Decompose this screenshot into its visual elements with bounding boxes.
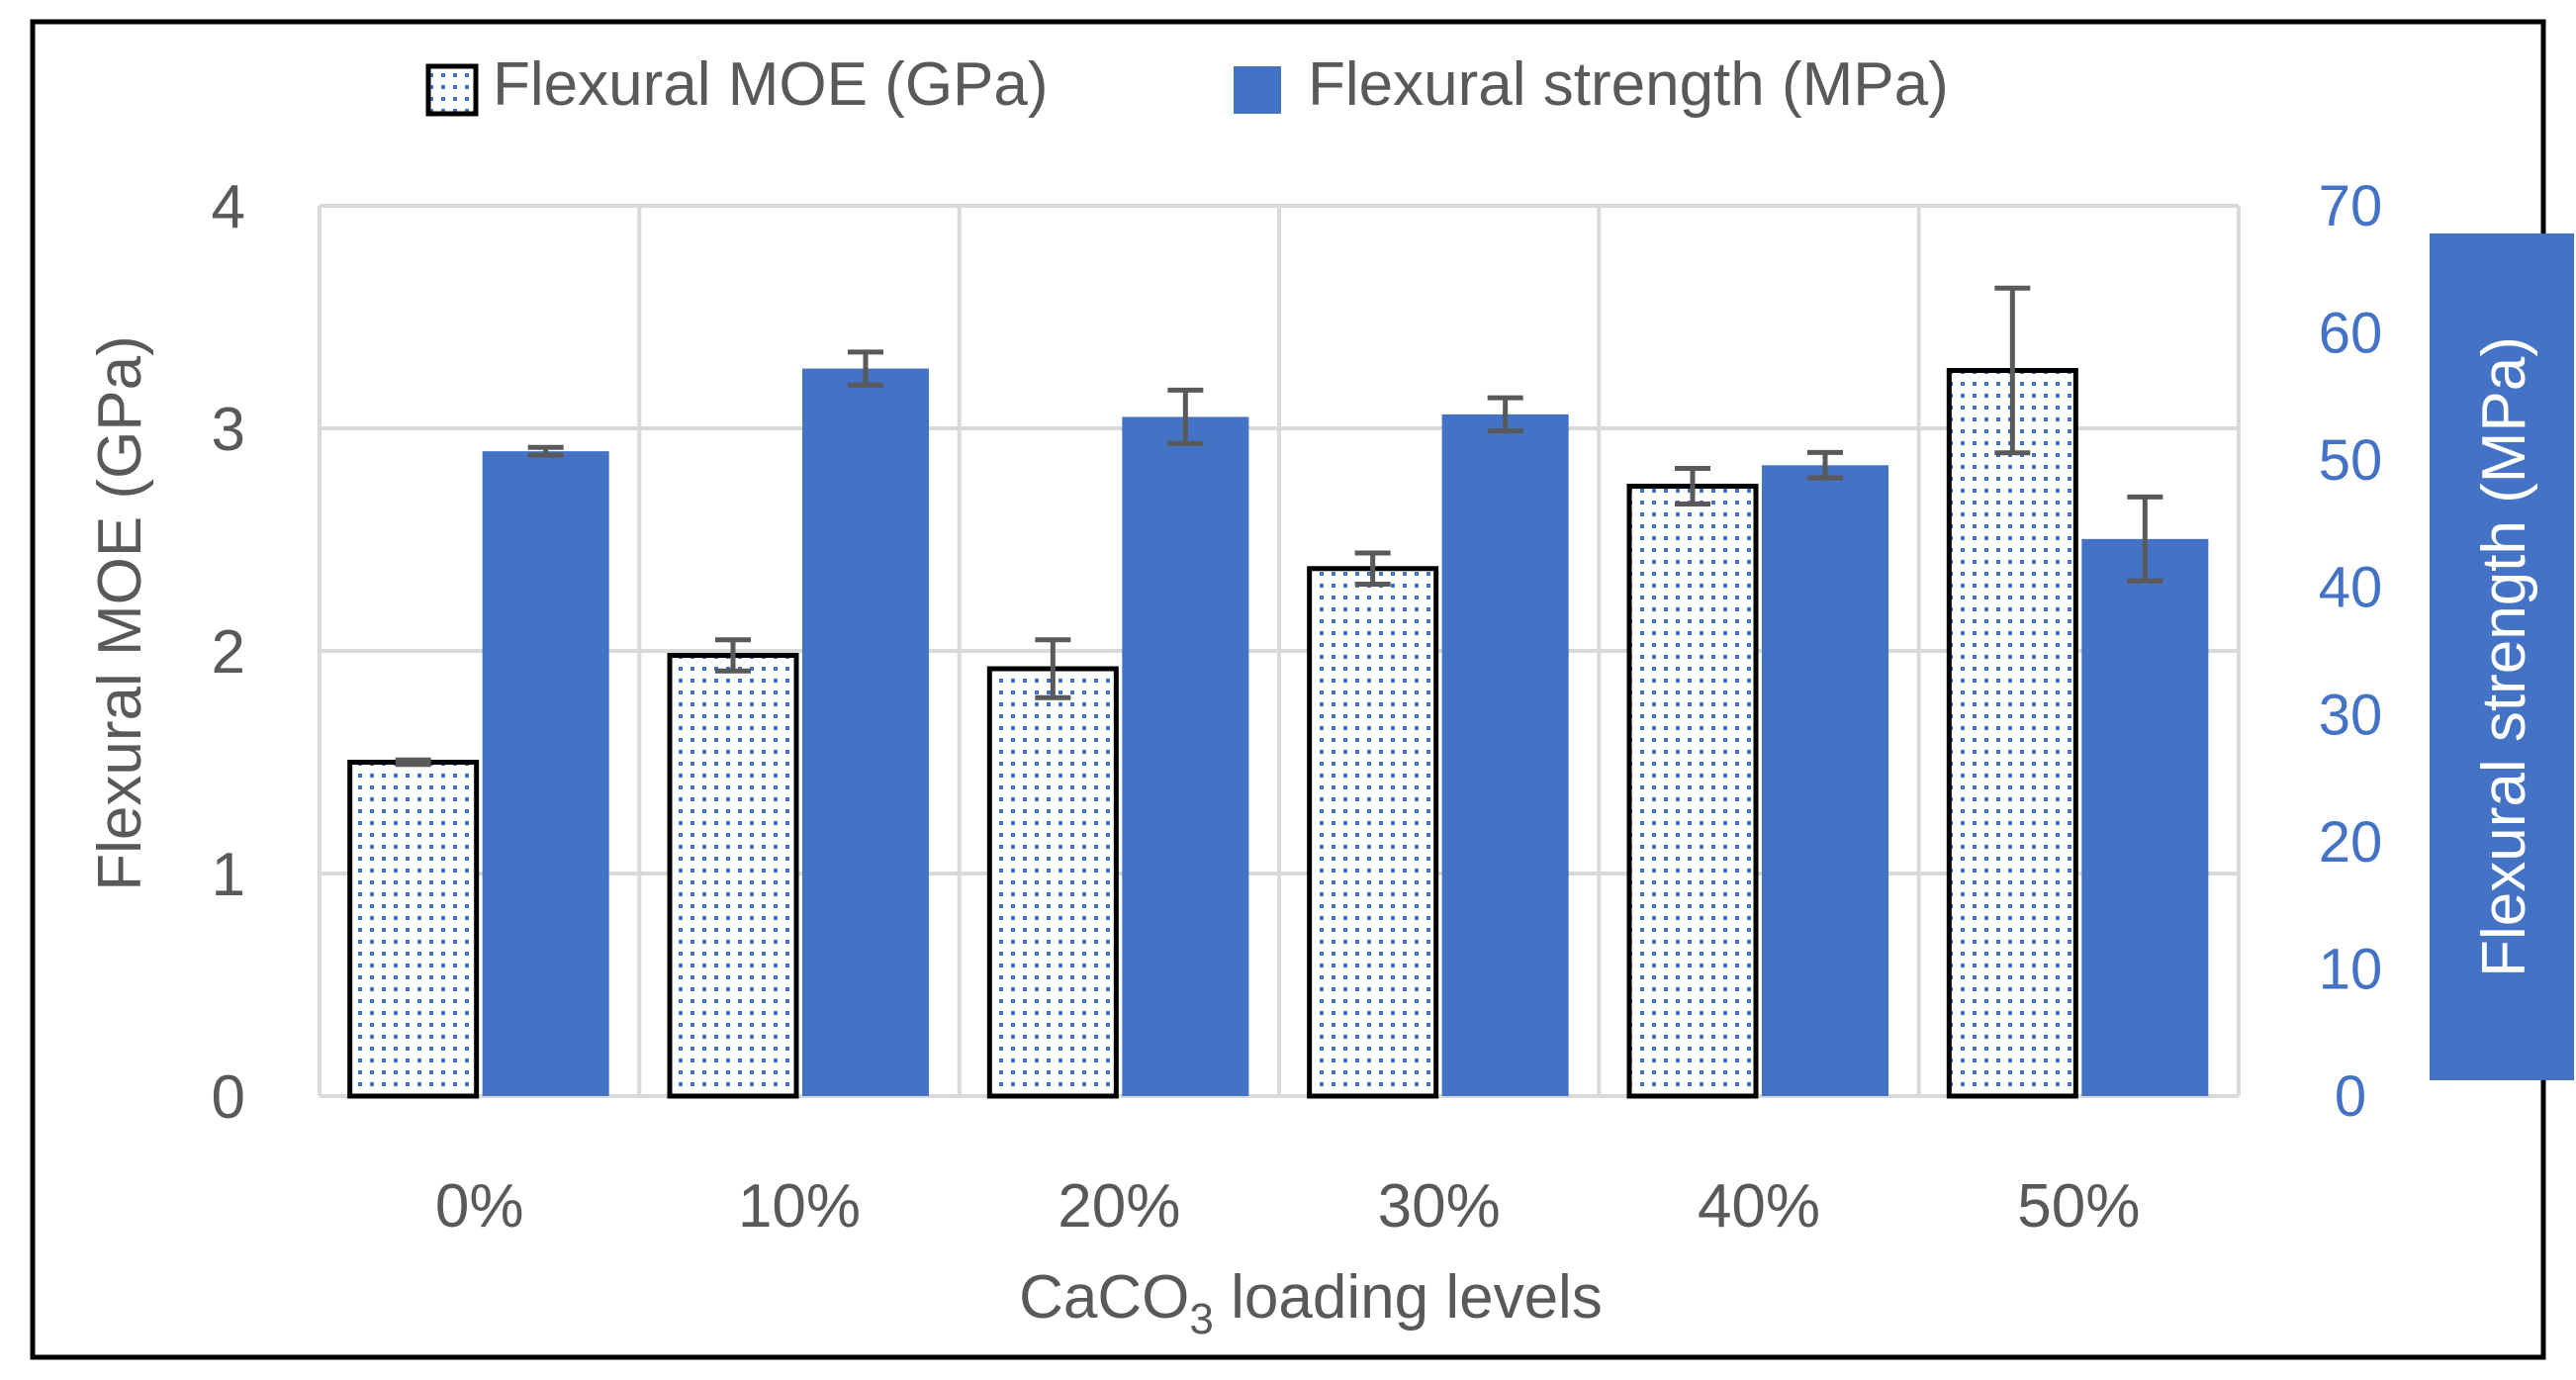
right-tick-label: 60 [2319,302,2383,366]
left-tick-label: 3 [212,396,245,464]
right-axis-title: Flexural strength (MPa) [2470,336,2538,977]
right-tick-label: 10 [2319,937,2383,1001]
x-tick-label: 20% [1058,1172,1180,1241]
legend-label-strength: Flexural strength (MPa) [1308,50,1949,119]
left-tick-label: 1 [212,841,245,909]
x-axis-title: CaCO3 loading levels [1019,1263,1603,1343]
left-axis-title: Flexural MOE (GPa) [86,335,154,891]
bar-flexural-moe [986,666,1119,1099]
bar-flexural-strength [2081,538,2209,1096]
grid-layer [318,204,2241,1098]
x-tick-label: 50% [2017,1172,2140,1241]
legend: Flexural MOE (GPa) Flexural strength (MP… [425,50,1949,119]
bar-flexural-strength [1122,416,1249,1096]
legend-swatch-strength [1234,66,1281,114]
right-tick-label: 50 [2319,428,2383,493]
left-tick-label: 0 [212,1063,245,1132]
bar-flexural-strength [802,368,929,1097]
x-tick-label: 40% [1698,1172,1820,1241]
bar-flexural-strength [1762,465,1888,1096]
bar-flexural-moe [347,760,480,1099]
bar-flexural-moe [1946,368,2078,1099]
bar-layer [347,368,2209,1099]
legend-label-moe: Flexural MOE (GPa) [493,50,1049,119]
category-labels: 0% 10% 20% 30% 40% 50% [435,1172,2141,1241]
left-tick-label: 2 [212,618,245,687]
bar-flexural-moe [1626,484,1759,1099]
bar-flexural-moe [667,653,799,1099]
x-tick-label: 30% [1378,1172,1501,1241]
bar-flexural-strength [1441,414,1569,1096]
legend-swatch-moe [425,63,479,117]
right-tick-label: 70 [2319,174,2383,238]
right-tick-label: 30 [2319,683,2383,747]
x-tick-label: 0% [435,1172,524,1241]
x-tick-label: 10% [738,1172,861,1241]
error-layer [395,285,2163,768]
bar-flexural-strength [482,451,609,1097]
right-axis-ticks: 0 10 20 30 40 50 60 70 [2319,174,2383,1129]
left-axis-ticks: 0 1 2 3 4 [212,173,245,1132]
bar-flexural-moe [1307,566,1439,1099]
right-tick-label: 40 [2319,556,2383,620]
left-tick-label: 4 [212,173,245,241]
right-axis-title-box [2430,233,2574,1080]
right-tick-label: 20 [2319,810,2383,874]
right-tick-label: 0 [2335,1064,2366,1129]
